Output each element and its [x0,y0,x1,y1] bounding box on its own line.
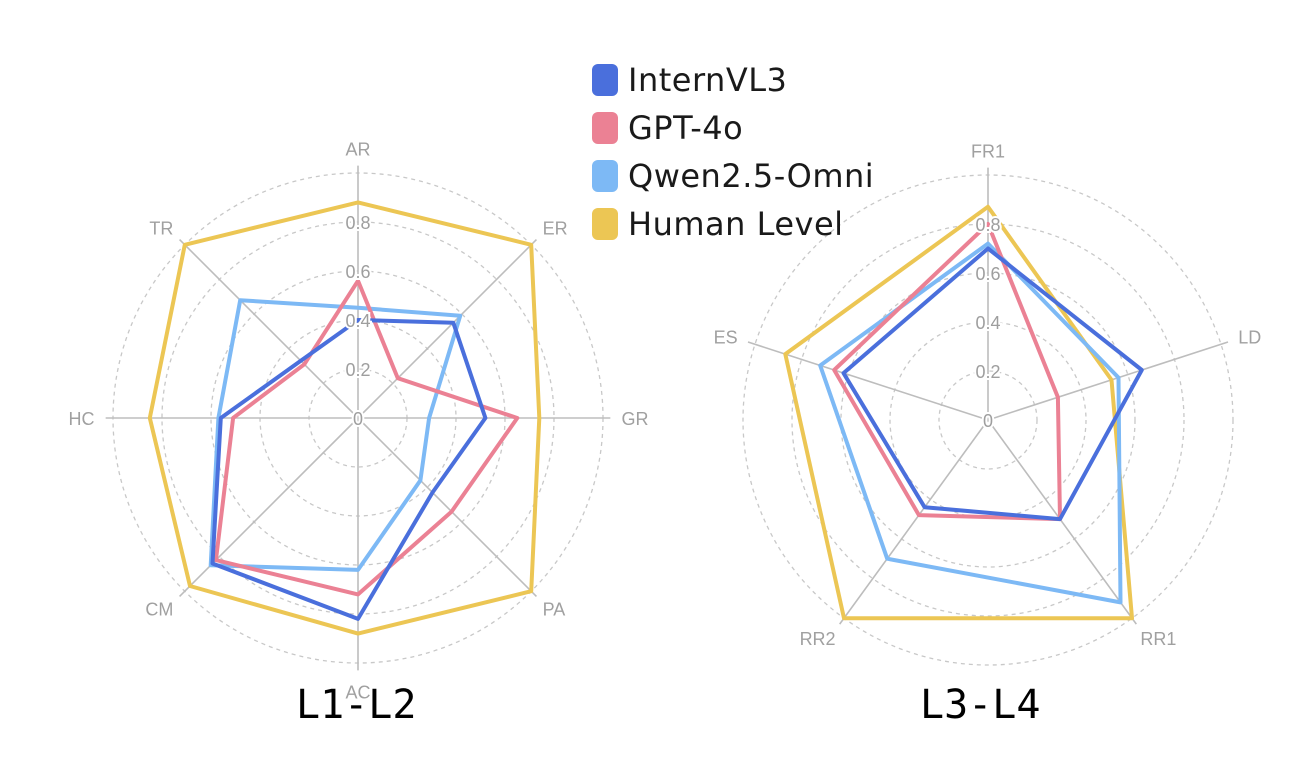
legend-swatch [592,112,618,144]
legend-label: GPT-4o [628,109,744,147]
axis-label: RR2 [800,629,836,649]
axis-label: RR1 [1140,629,1176,649]
legend-item-internvl3: InternVL3 [592,56,874,104]
ring-tick-label: 0.4 [345,311,370,331]
series-gpt-4o [213,278,520,597]
grid-ring [938,370,1038,470]
axis-label: GR [622,409,649,429]
legend-swatch [592,208,618,240]
legend-label: Human Level [628,205,844,243]
axis-label: LD [1238,328,1261,348]
legend-item-qwen: Qwen2.5-Omni [592,152,874,200]
axis-spoke [357,238,538,419]
axis-label: FR1 [971,142,1005,162]
axis-label: ES [714,328,738,348]
legend-item-gpt4o: GPT-4o [592,104,874,152]
series-internvl3 [210,318,488,621]
axis-label: HC [69,409,95,429]
axis-label: TR [149,218,173,238]
ring-tick-label: 0.2 [345,360,370,380]
legend-swatch [592,64,618,96]
ring-tick-label: 0.6 [345,262,370,282]
ring-tick-label: 0.8 [975,215,1000,235]
ring-tick-label: 0.2 [975,362,1000,382]
axis-spoke [839,419,989,625]
legend-label: Qwen2.5-Omni [628,157,875,195]
grid-ring [840,272,1136,568]
chart-title-left: L1-L2 [296,682,417,728]
legend-swatch [592,160,618,192]
series-human-level [147,200,542,636]
chart-title-right: L3-L4 [920,682,1041,728]
axis-label: PA [543,600,566,620]
series-qwen2-5-omni [208,298,463,572]
series-internvl3 [841,246,1144,522]
legend: InternVL3 GPT-4o Qwen2.5-Omni Human Leve… [592,56,874,248]
series-qwen2-5-omni [818,241,1123,605]
axis-label: AR [345,140,370,160]
ring-tick-label: 0.6 [975,264,1000,284]
axis-spoke [987,341,1229,421]
axis-spoke [178,238,359,419]
ring-tick-label: 0.4 [975,313,1000,333]
ring-tick-label: 0 [353,409,363,429]
axis-label: AC [345,683,370,703]
legend-label: InternVL3 [628,61,788,99]
axis-spoke [357,417,538,598]
ring-tick-label: 0.8 [345,213,370,233]
axis-label: CM [145,600,173,620]
legend-item-human: Human Level [592,200,874,248]
ring-tick-label: 0 [983,411,993,431]
axis-label: ER [543,218,568,238]
axis-spoke [987,419,1137,625]
axis-spoke [747,341,989,421]
series-gpt-4o [832,222,1062,522]
